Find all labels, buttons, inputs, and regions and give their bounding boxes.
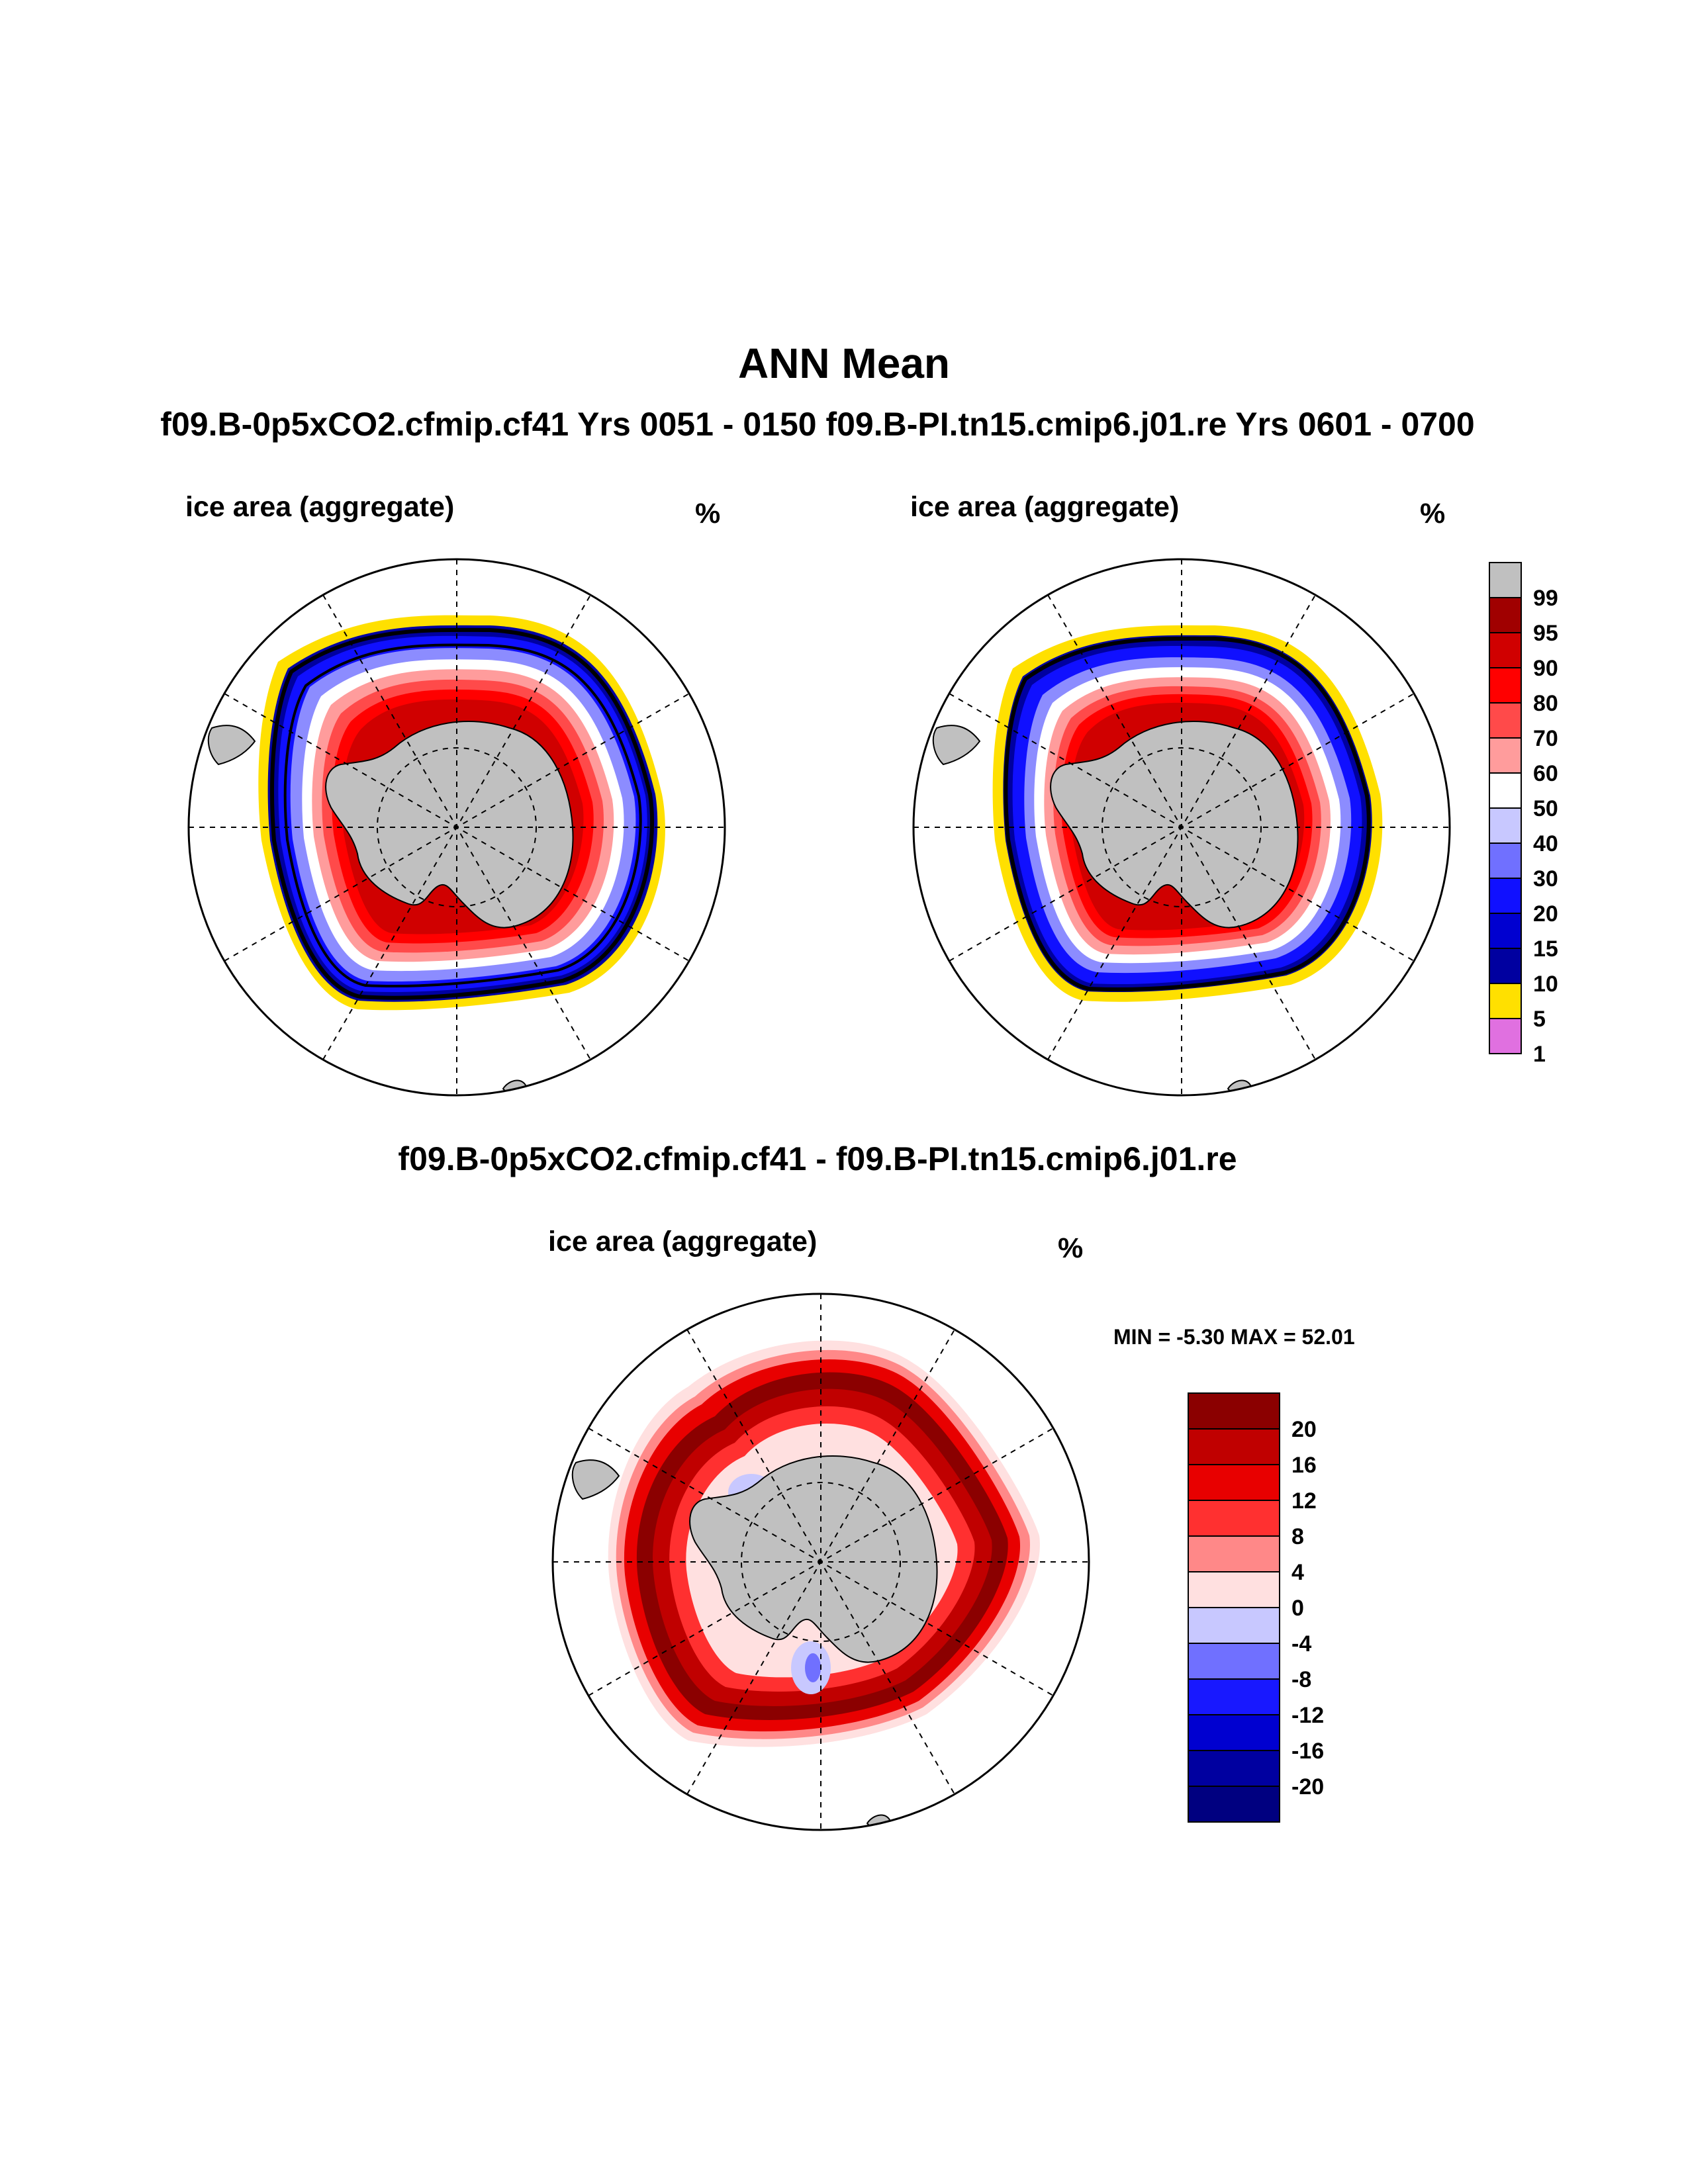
colorbar-ice-area-swatch-8 [1489,842,1522,879]
colorbar-difference-swatch-10 [1188,1750,1280,1787]
colorbar-ice-area-tick-label: 60 [1533,761,1558,786]
colorbar-difference-tick-label: -12 [1291,1703,1324,1728]
colorbar-difference-swatch-8 [1188,1678,1280,1715]
colorbar-difference-tick-label: 16 [1291,1453,1317,1478]
graticule [553,1294,1089,1830]
colorbar-ice-area: 99 95 90 80 70 60 50 40 30 20 15 10 5 1 [1489,562,1558,1067]
colorbar-ice-area-swatch-13 [1489,1018,1522,1054]
colorbar-ice-area-swatch-1 [1489,597,1522,633]
graticule [914,559,1450,1095]
panel-2-variable-label: ice area (aggregate) [910,491,1180,523]
antarctica-shape [1050,721,1299,929]
colorbar-ice-area-tick-label: 80 [1533,691,1558,716]
colorbar-ice-area-swatch-9 [1489,878,1522,914]
colorbar-difference-swatch-1 [1188,1428,1280,1465]
colorbar-difference-tick-label: 20 [1291,1417,1317,1442]
antarctica-shape [325,721,574,929]
map-panel-1 [187,558,726,1097]
colorbar-difference-swatch-9 [1188,1714,1280,1751]
min-max-readout: MIN = -5.30 MAX = 52.01 [1113,1325,1355,1349]
colorbar-ice-area-tick-label: 5 [1533,1007,1546,1032]
colorbar-difference-swatch-7 [1188,1643,1280,1680]
colorbar-difference-tick-label: -8 [1291,1667,1311,1692]
figure-title: ANN Mean [737,340,951,387]
ice-edge-contour-inner [283,643,642,988]
colorbar-ice-area-swatch-10 [1489,913,1522,949]
colorbar-difference-swatch-11 [1188,1786,1280,1823]
ice-edge-contour [270,627,655,1000]
colorbar-difference-tick-label: 4 [1291,1560,1304,1585]
map-panel-2 [912,558,1451,1097]
colorbar-ice-area-tick-label: 70 [1533,726,1558,751]
colorbar-difference-swatch-6 [1188,1607,1280,1644]
colorbar-difference-tick-label: -16 [1291,1739,1324,1764]
colorbar-ice-area-swatch-12 [1489,983,1522,1019]
south-america-shape [571,1459,620,1500]
colorbar-ice-area-tick-label: 40 [1533,831,1558,856]
ice-edge-contour [1004,636,1371,991]
colorbar-ice-area-swatch-0 [1489,562,1522,598]
colorbar-difference-tick-label: -4 [1291,1631,1311,1657]
graticule [189,559,725,1095]
colorbar-difference: 20 16 12 8 4 0 -4 -8 -12 -16 -20 [1188,1392,1324,1823]
antarctica-shape [689,1455,938,1663]
panel-3-units-label: % [1058,1232,1084,1264]
colorbar-ice-area-tick-label: 99 [1533,586,1558,611]
colorbar-ice-area-swatch-3 [1489,667,1522,704]
colorbar-ice-area-tick-label: 20 [1533,901,1558,927]
colorbar-difference-swatch-4 [1188,1535,1280,1572]
colorbar-difference-swatch-3 [1188,1500,1280,1537]
colorbar-ice-area-swatch-2 [1489,632,1522,668]
colorbar-ice-area-swatch-11 [1489,948,1522,984]
colorbar-ice-area-swatch-5 [1489,737,1522,774]
colorbar-ice-area-tick-label: 10 [1533,972,1558,997]
difference-title: f09.B-0p5xCO2.cfmip.cf41 - f09.B-PI.tn15… [398,1140,1237,1177]
colorbar-difference-tick-label: 0 [1291,1596,1304,1621]
colorbar-ice-area-swatch-6 [1489,772,1522,809]
colorbar-ice-area-tick-label: 95 [1533,621,1558,646]
colorbar-ice-area-tick-label: 15 [1533,936,1558,962]
south-america-shape [932,725,981,766]
colorbar-ice-area-tick-label: 30 [1533,866,1558,891]
colorbar-ice-area-swatch-4 [1489,702,1522,739]
panel-1-units-label: % [695,498,721,529]
map-panel-3-difference [551,1293,1090,1831]
colorbar-ice-area-swatch-7 [1489,807,1522,844]
figure-subtitle: f09.B-0p5xCO2.cfmip.cf41 Yrs 0051 - 0150… [160,406,1475,443]
panel-1-variable-label: ice area (aggregate) [185,491,455,523]
colorbar-difference-tick-label: 8 [1291,1524,1304,1549]
south-america-shape [207,725,256,766]
colorbar-difference-tick-label: -20 [1291,1774,1324,1799]
colorbar-difference-swatch-5 [1188,1571,1280,1608]
colorbar-ice-area-tick-label: 1 [1533,1042,1546,1067]
colorbar-difference-swatch-0 [1188,1392,1280,1430]
colorbar-difference-tick-label: 12 [1291,1488,1317,1514]
panel-3-variable-label: ice area (aggregate) [548,1226,818,1257]
panel-2-units-label: % [1420,498,1446,529]
colorbar-ice-area-tick-label: 90 [1533,656,1558,681]
colorbar-difference-swatch-2 [1188,1464,1280,1501]
colorbar-ice-area-tick-label: 50 [1533,796,1558,821]
diff-negative-ross-core [805,1653,821,1682]
